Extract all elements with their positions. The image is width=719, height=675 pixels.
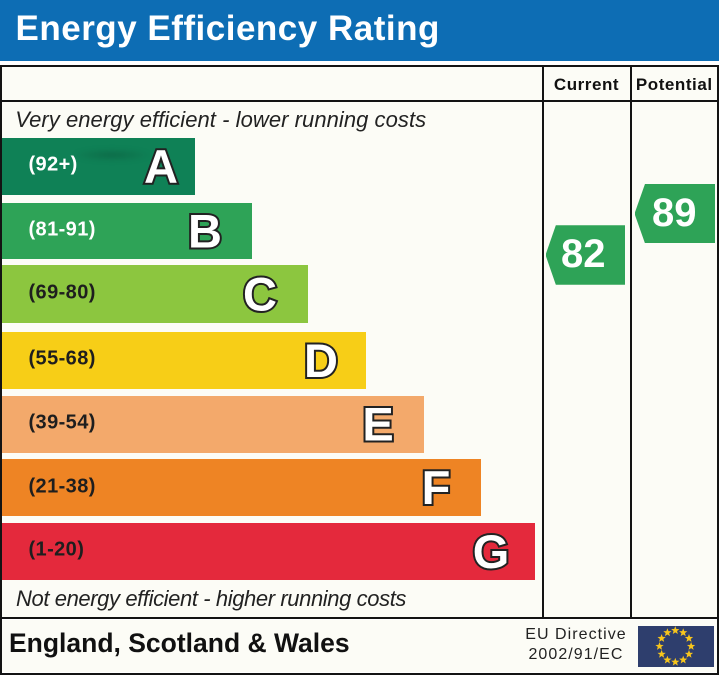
svg-text:E: E <box>362 398 393 451</box>
svg-text:A: A <box>144 140 178 193</box>
svg-text:B: B <box>188 205 222 258</box>
svg-text:C: C <box>243 268 277 321</box>
svg-text:D: D <box>304 334 338 387</box>
svg-text:F: F <box>422 461 451 514</box>
svg-text:G: G <box>473 525 510 578</box>
